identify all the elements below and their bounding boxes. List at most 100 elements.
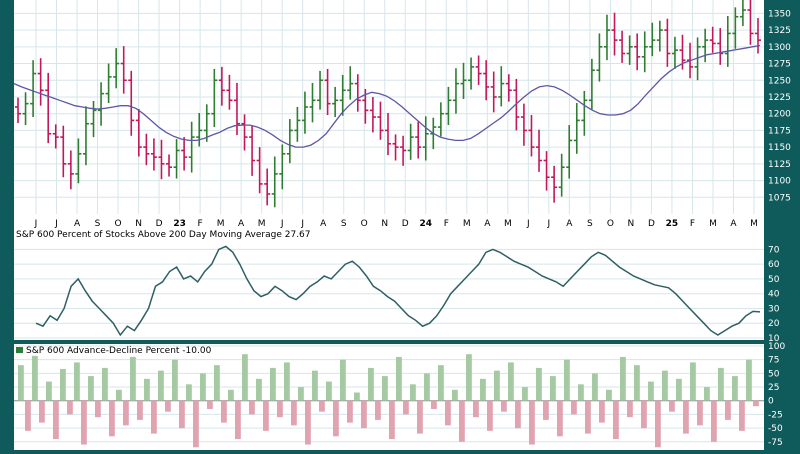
ad-bar <box>18 365 24 401</box>
price-bar <box>82 106 89 166</box>
ad-bars <box>18 354 759 448</box>
price-bar <box>75 138 82 184</box>
ad-legend: S&P 600 Advance-Decline Percent -10.00 <box>16 346 212 356</box>
price-tick-label: 1125 <box>768 160 791 170</box>
price-bar <box>233 82 240 136</box>
ad-bar <box>123 400 129 426</box>
price-bar <box>596 33 603 82</box>
price-bar <box>536 129 543 172</box>
price-bar <box>143 133 150 166</box>
price-bar <box>671 36 678 69</box>
ad-bar <box>263 400 269 431</box>
ad-bar <box>340 359 346 401</box>
ad-bar <box>60 368 66 401</box>
price-tick-label: 1075 <box>768 193 791 203</box>
price-bar <box>452 68 459 114</box>
price-bar <box>739 0 746 27</box>
price-bar <box>717 28 724 65</box>
ad-bar <box>662 370 668 401</box>
ma200-tick-label: 50 <box>768 275 780 285</box>
ma200-panel <box>14 229 764 340</box>
price-bar <box>317 70 324 110</box>
price-bar <box>286 119 293 164</box>
price-bar <box>641 31 648 73</box>
ad-bar <box>711 400 717 442</box>
ad-bar <box>200 373 206 401</box>
ad-bar <box>221 400 227 423</box>
ad-tick-label: -25 <box>768 410 783 420</box>
month-label: D <box>402 219 409 229</box>
price-bar <box>67 150 74 190</box>
price-bar <box>664 18 671 67</box>
price-bar <box>294 107 301 142</box>
month-label: J <box>300 219 304 229</box>
ad-bar <box>627 400 633 418</box>
price-bar <box>339 74 346 116</box>
ad-bar <box>536 367 542 401</box>
ad-bar <box>585 400 591 434</box>
ad-bar <box>620 356 626 401</box>
price-bar <box>498 66 505 107</box>
month-label: F <box>444 219 449 229</box>
ad-bar <box>39 400 45 423</box>
month-label: S <box>95 219 101 229</box>
ad-bar <box>599 400 605 423</box>
price-bar <box>90 100 97 138</box>
month-label: M <box>463 219 471 229</box>
price-bar <box>634 33 641 71</box>
ad-bar <box>480 378 486 401</box>
price-bar <box>166 154 173 177</box>
price-bar <box>724 16 731 67</box>
price-bar <box>437 102 444 137</box>
price-tick-label: 1225 <box>768 93 791 103</box>
ad-bar <box>459 400 465 442</box>
price-bar <box>249 125 256 176</box>
price-bar <box>490 71 497 113</box>
price-bar <box>324 68 331 116</box>
month-label: 23 <box>173 219 186 229</box>
price-tick-label: 1100 <box>768 177 791 187</box>
ad-bar <box>571 400 577 415</box>
price-bar <box>528 115 535 157</box>
price-bar <box>445 86 452 126</box>
price-bar <box>505 74 512 102</box>
price-bar <box>649 22 656 57</box>
price-bar <box>656 20 663 52</box>
price-tick-label: 1150 <box>768 143 791 153</box>
month-label: J <box>34 219 38 229</box>
ad-bar <box>676 378 682 401</box>
price-bar <box>45 72 52 144</box>
ad-bar <box>347 400 353 423</box>
month-labels: J J A S O N D 23 F M A M J J A S O N D 24 F M A M J J A S O N D 25 F M A M <box>34 219 758 229</box>
ad-bar <box>312 370 318 401</box>
price-bar <box>128 70 135 136</box>
ad-bar <box>144 378 150 401</box>
ad-bar <box>634 365 640 401</box>
ad-bar <box>172 359 178 401</box>
price-bars <box>15 0 761 208</box>
month-label: N <box>381 219 388 229</box>
ma200-tick-label: 10 <box>768 334 780 344</box>
ad-bar <box>151 400 157 434</box>
price-bar <box>747 0 754 45</box>
month-label: F <box>198 219 203 229</box>
price-bar <box>468 57 475 90</box>
price-bar <box>60 125 67 178</box>
ad-bar <box>256 378 262 401</box>
ad-bar <box>508 362 514 401</box>
price-bar <box>551 165 558 203</box>
price-tick-label: 1175 <box>768 126 791 136</box>
ad-bar <box>354 392 360 401</box>
price-bar <box>150 138 157 171</box>
month-label: S <box>587 219 593 229</box>
ma200-tick-label: 60 <box>768 260 780 270</box>
price-tick-label: 1325 <box>768 26 791 36</box>
price-bar <box>181 137 188 171</box>
ma200-tick-label: 20 <box>768 319 780 329</box>
ad-bar <box>550 376 556 401</box>
ad-bar <box>32 355 38 401</box>
price-bar <box>332 86 339 118</box>
ad-bar <box>368 367 374 401</box>
ad-bar <box>410 384 416 401</box>
price-y-axis: 1075 1100 1125 1150 1175 1200 1225 1250 1275 1300… <box>768 9 791 203</box>
